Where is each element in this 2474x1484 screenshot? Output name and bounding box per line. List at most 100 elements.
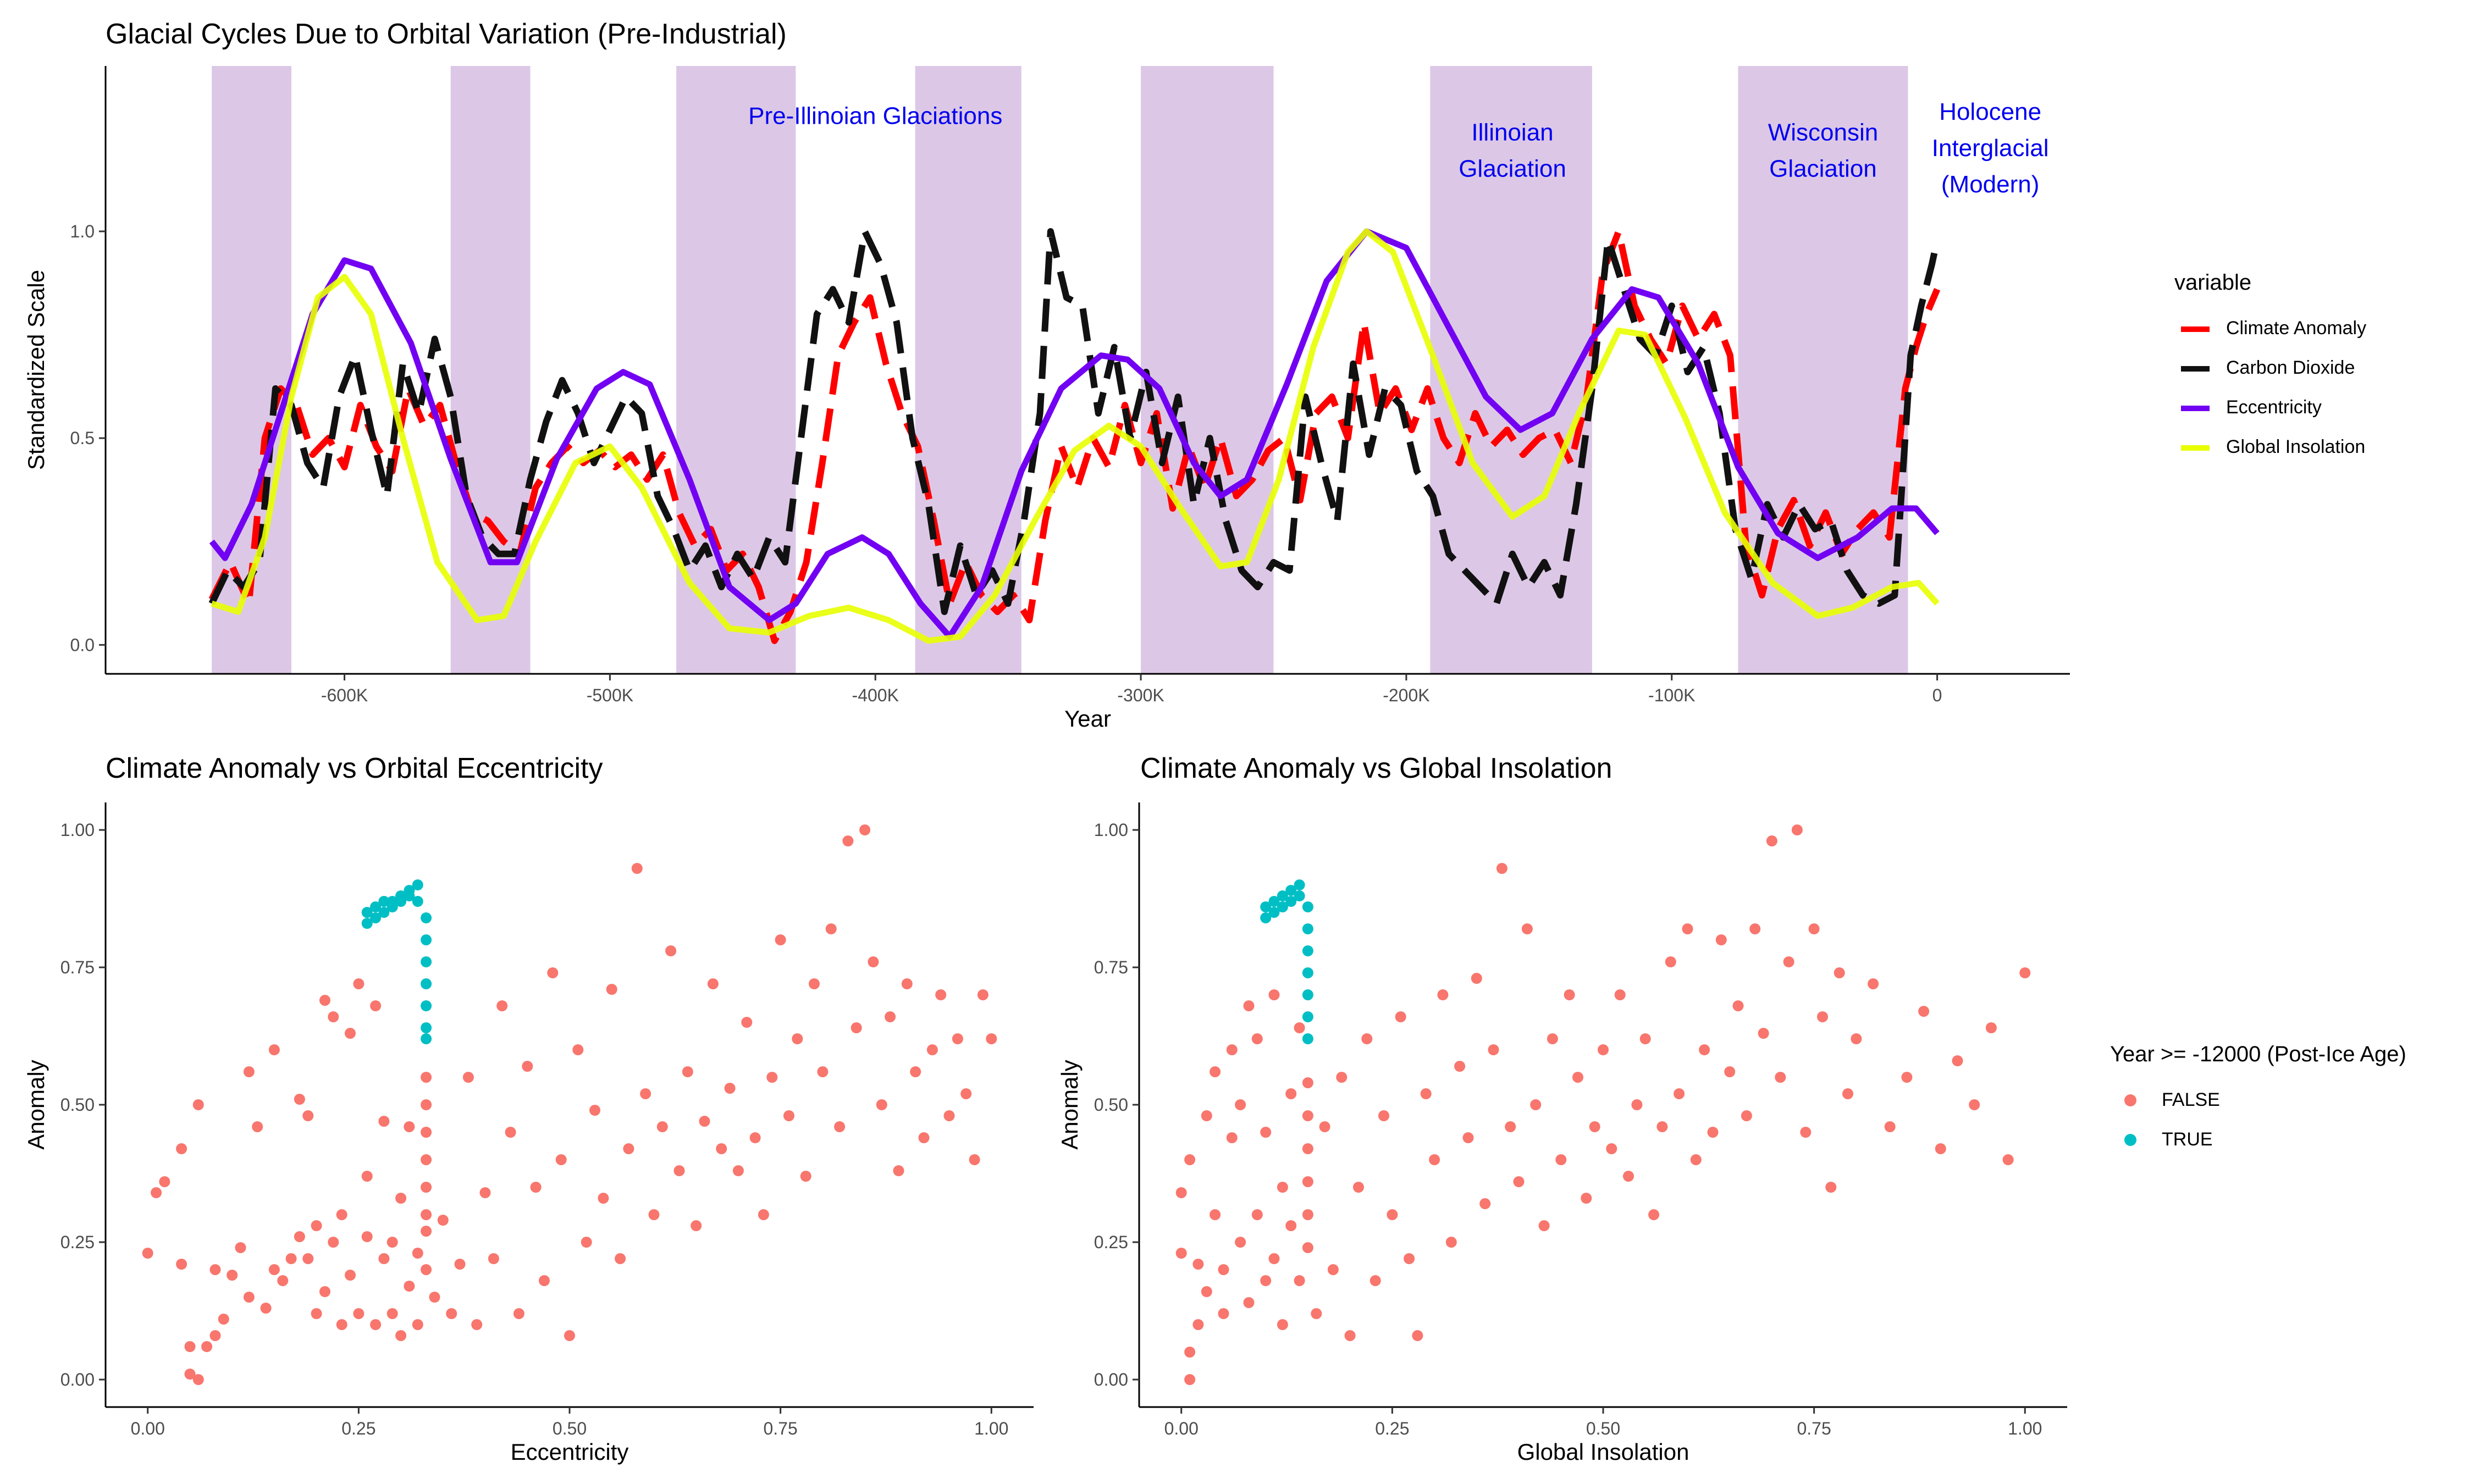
glacial-period-band <box>1141 66 1274 674</box>
insolation-point-false <box>1285 1088 1297 1099</box>
insolation-point-true <box>1302 945 1313 956</box>
eccentricity-point-false <box>421 1264 432 1275</box>
eccentricity-point-false <box>885 1011 896 1022</box>
insolation-point-false <box>1598 1044 1609 1055</box>
insolation-point-false <box>1851 1033 1862 1044</box>
insolation-point-false <box>1327 1264 1339 1275</box>
eccentricity-point-true <box>361 918 373 929</box>
insolation-point-false <box>1825 1182 1837 1193</box>
eccentricity-point-false <box>353 978 365 989</box>
eccentricity-point-false <box>539 1275 550 1286</box>
eccentricity-point-false <box>395 1330 407 1341</box>
insolation-x-tick-label: 1.00 <box>2008 1419 2042 1438</box>
insolation-point-true <box>1302 1011 1313 1022</box>
insolation-point-false <box>1521 923 1533 934</box>
insolation-point-true <box>1268 896 1280 907</box>
eccentricity-point-false <box>201 1341 213 1352</box>
eccentricity-point-false <box>176 1259 187 1270</box>
insolation-point-false <box>1361 1033 1373 1044</box>
insolation-point-false <box>1302 1176 1313 1187</box>
top-y-tick-label: 0.5 <box>70 428 95 448</box>
eccentricity-point-true <box>412 896 423 907</box>
insolation-point-false <box>1251 1033 1263 1044</box>
eccentricity-point-true <box>412 879 423 890</box>
insolation-point-false <box>1749 923 1761 934</box>
insolation-point-false <box>1404 1253 1415 1264</box>
insolation-point-false <box>1766 835 1777 846</box>
eccentricity-point-false <box>277 1275 289 1286</box>
eccentricity-point-false <box>353 1308 365 1319</box>
eccentricity-y-tick-label: 0.00 <box>60 1370 95 1389</box>
eccentricity-point-false <box>302 1110 314 1121</box>
eccentricity-point-false <box>142 1248 153 1259</box>
insolation-point-false <box>1808 923 1820 934</box>
legend-item-climate-anomaly: Climate Anomaly <box>2174 308 2366 348</box>
eccentricity-point-false <box>159 1176 170 1187</box>
insolation-point-false <box>1437 989 1449 1000</box>
insolation-point-false <box>1260 1275 1272 1286</box>
eccentricity-point-false <box>682 1066 693 1077</box>
insolation-point-false <box>1251 1209 1263 1220</box>
eccentricity-point-false <box>285 1253 297 1264</box>
glacial-cycles-line-chart: Pre-Illinoian Glaciations Illinoian Glacia… <box>23 66 2070 732</box>
top-x-axis-title: Year <box>1064 706 1111 732</box>
eccentricity-x-tick-label: 1.00 <box>974 1419 1008 1438</box>
eccentricity-point-false <box>834 1121 846 1132</box>
top-x-tick-label: -100K <box>1648 685 1695 705</box>
eccentricity-point-false <box>488 1253 499 1264</box>
eccentricity-point-false <box>724 1083 736 1094</box>
insolation-point-true <box>1285 885 1297 896</box>
insolation-point-false <box>1935 1143 1946 1154</box>
insolation-point-false <box>1707 1127 1719 1138</box>
eccentricity-point-false <box>294 1094 305 1105</box>
top-chart-title: Glacial Cycles Due to Orbital Variation … <box>106 18 787 50</box>
insolation-point-true <box>1294 879 1305 890</box>
eccentricity-point-true <box>378 907 390 918</box>
eccentricity-point-false <box>235 1242 246 1253</box>
eccentricity-point-false <box>842 835 854 846</box>
insolation-point-false <box>1589 1121 1600 1132</box>
insolation-point-false <box>1201 1286 1212 1297</box>
eccentricity-point-false <box>901 978 913 989</box>
insolation-point-false <box>1243 1297 1255 1308</box>
eccentricity-point-false <box>421 1099 432 1110</box>
eccentricity-point-true <box>378 896 390 907</box>
eccentricity-point-false <box>859 824 871 835</box>
glacial-period-band <box>915 66 1021 674</box>
eccentricity-point-false <box>555 1154 567 1165</box>
insolation-point-false <box>1665 956 1676 967</box>
eccentricity-point-false <box>386 1308 398 1319</box>
insolation-point-false <box>1412 1330 1423 1341</box>
eccentricity-point-false <box>825 923 837 934</box>
legend-key-eccentricity <box>2174 387 2216 427</box>
insolation-x-axis-title: Global Insolation <box>1517 1439 1689 1465</box>
eccentricity-point-false <box>151 1187 162 1198</box>
eccentricity-point-false <box>792 1033 803 1044</box>
insolation-y-tick-label: 0.75 <box>1094 957 1128 977</box>
insolation-point-false <box>1783 956 1794 967</box>
eccentricity-point-false <box>952 1033 963 1044</box>
annotation-holocene: Holocene Interglacial (Modern) <box>1932 98 2049 198</box>
insolation-point-false <box>1235 1099 1246 1110</box>
eccentricity-x-tick-label: 0.25 <box>341 1419 375 1438</box>
insolation-point-true <box>1260 901 1272 912</box>
legend-key-carbon-dioxide <box>2174 348 2216 387</box>
insolation-point-true <box>1302 1033 1313 1044</box>
eccentricity-point-true <box>421 956 432 967</box>
top-y-tick-label: 1.0 <box>70 222 95 241</box>
eccentricity-point-false <box>530 1182 542 1193</box>
eccentricity-point-false <box>851 1022 862 1033</box>
eccentricity-y-tick-label: 0.25 <box>60 1232 95 1252</box>
eccentricity-point-false <box>446 1308 457 1319</box>
insolation-point-false <box>1952 1055 1963 1066</box>
eccentricity-point-false <box>732 1165 744 1176</box>
eccentricity-point-false <box>809 978 820 989</box>
insolation-point-false <box>1226 1132 1238 1143</box>
eccentricity-point-false <box>412 1319 423 1330</box>
insolation-point-false <box>1184 1347 1196 1358</box>
eccentricity-point-false <box>926 1044 938 1055</box>
eccentricity-point-false <box>707 978 719 989</box>
insolation-point-false <box>1918 1006 1930 1017</box>
eccentricity-point-false <box>370 1319 382 1330</box>
legend-key-global-insolation <box>2174 427 2216 467</box>
